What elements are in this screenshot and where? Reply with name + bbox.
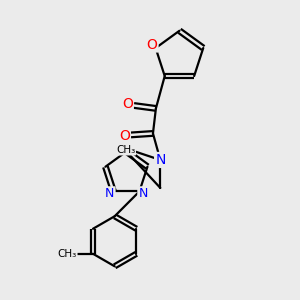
Text: CH₃: CH₃ (116, 145, 135, 154)
Text: N: N (105, 187, 115, 200)
Text: O: O (119, 129, 130, 143)
Text: N: N (138, 187, 148, 200)
Text: O: O (147, 38, 158, 52)
Text: CH₃: CH₃ (58, 249, 77, 259)
Text: N: N (155, 153, 166, 167)
Text: O: O (122, 97, 133, 111)
